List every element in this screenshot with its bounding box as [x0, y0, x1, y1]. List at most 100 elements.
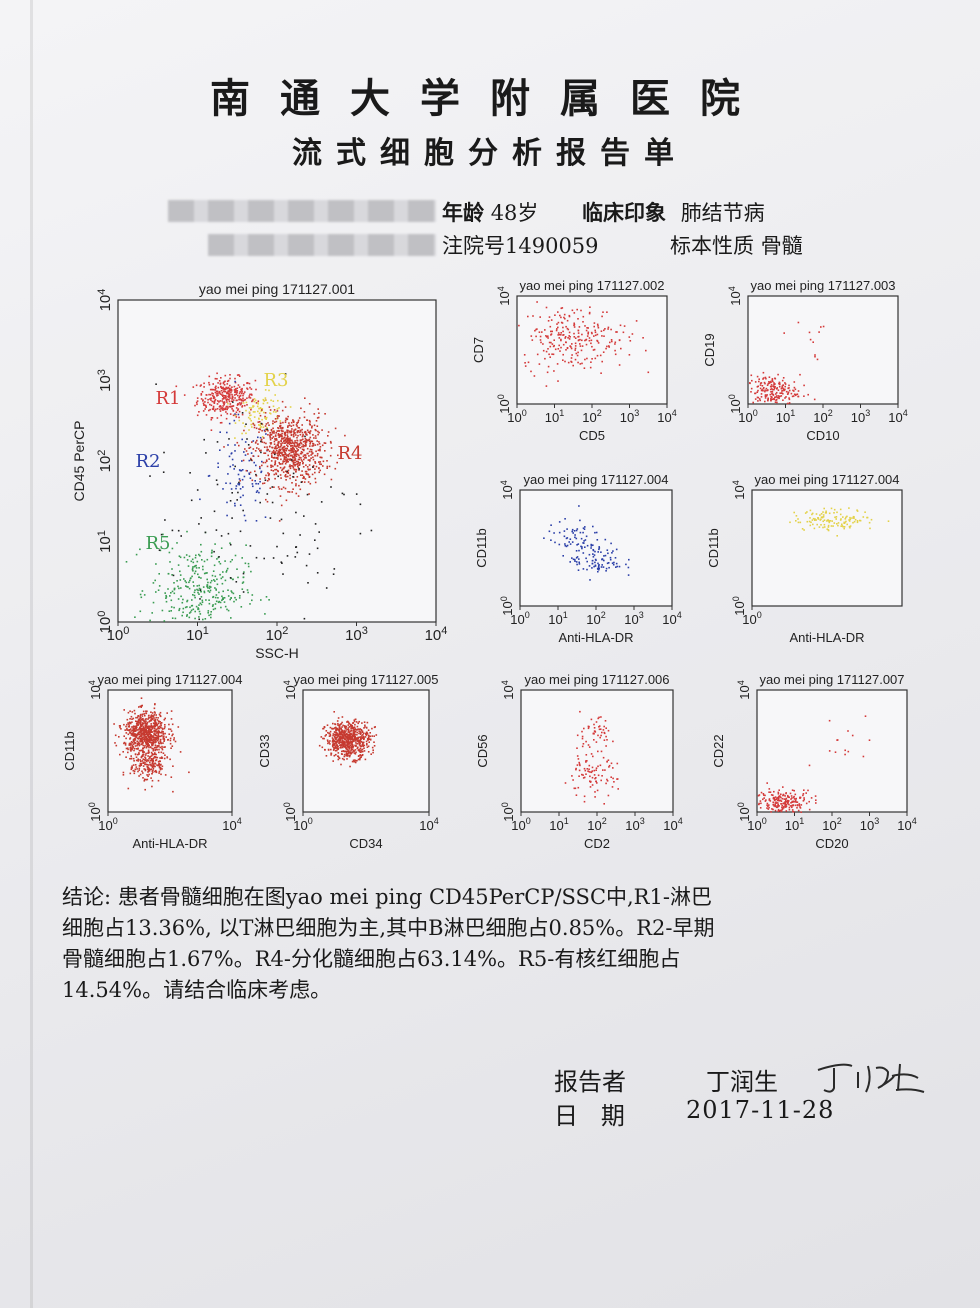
scatter-point — [188, 587, 191, 590]
scatter-point — [585, 740, 587, 743]
x-tick-label: 104 — [662, 610, 681, 627]
scatter-point — [238, 478, 241, 480]
scatter-point — [165, 600, 168, 603]
scatter-point — [354, 739, 357, 741]
scatter-point — [136, 743, 139, 746]
scatter-point — [582, 568, 585, 570]
scatter-point — [331, 727, 333, 730]
scatter-point — [282, 440, 285, 443]
scatter-point — [289, 474, 291, 477]
scatter-point — [204, 408, 206, 410]
scatter-point — [199, 385, 202, 387]
scatter-point — [337, 717, 340, 719]
scatter-point — [259, 467, 261, 470]
scatter-point — [275, 420, 278, 423]
scatter-point — [312, 444, 315, 447]
scatter-point — [212, 408, 215, 411]
scatter-point — [778, 810, 781, 812]
scatter-point — [186, 599, 189, 602]
scatter-point — [139, 760, 142, 763]
scatter-point — [318, 531, 320, 533]
scatter-point — [803, 789, 805, 791]
scatter-point — [588, 725, 590, 728]
scatter-point — [768, 806, 770, 809]
scatter-point — [573, 322, 575, 325]
scatter-point — [341, 734, 344, 737]
scatter-point — [828, 750, 831, 752]
scatter-point — [781, 386, 783, 388]
scatter-point — [150, 729, 152, 732]
scatter-point — [135, 759, 138, 762]
scatter-point — [216, 403, 219, 405]
scatter-point — [547, 348, 549, 350]
scatter-point — [152, 771, 154, 773]
scatter-point — [275, 449, 278, 452]
scatter-point — [568, 541, 570, 543]
scatter-point — [154, 719, 156, 721]
scatter-point — [300, 452, 303, 455]
scatter-point — [362, 734, 364, 736]
scatter-point — [227, 379, 230, 382]
scatter-point — [357, 758, 360, 761]
scatter-point — [356, 733, 358, 736]
scatter-point — [361, 750, 363, 753]
scatter-point — [326, 465, 329, 468]
scatter-point — [139, 719, 142, 722]
scatter-point — [228, 398, 230, 401]
scatter-point — [246, 397, 248, 399]
scatter-point — [135, 720, 137, 722]
scatter-point — [147, 760, 150, 762]
scatter-point — [226, 401, 228, 403]
scatter-point — [322, 737, 324, 740]
scatter-point — [839, 508, 842, 511]
scatter-point — [326, 724, 329, 726]
scatter-point — [350, 723, 352, 726]
scatter-point — [301, 445, 303, 448]
scatter-point — [770, 794, 773, 796]
scatter-point — [172, 574, 175, 577]
scatter-point — [238, 444, 240, 447]
scatter-point — [791, 809, 794, 811]
scatter-point — [200, 590, 202, 593]
scatter-point — [235, 416, 238, 418]
scatter-point — [856, 509, 858, 511]
scatter-point — [350, 732, 352, 735]
scatter-point — [580, 545, 582, 548]
scatter-point — [323, 726, 326, 728]
scatter-point — [293, 420, 295, 423]
scatter-point — [811, 519, 814, 521]
scatter-point — [226, 412, 229, 415]
scatter-point — [592, 349, 595, 351]
scatter-point — [309, 459, 311, 461]
scatter-point — [140, 739, 142, 741]
scatter-point — [364, 732, 367, 735]
plot-frame — [747, 295, 899, 405]
scatter-point — [152, 765, 154, 767]
scatter-point — [215, 594, 218, 596]
scatter-point — [524, 365, 527, 367]
scatter-point — [230, 590, 233, 592]
scatter-point — [346, 745, 349, 747]
scatter-point — [573, 324, 575, 327]
scatter-point — [140, 596, 143, 599]
scatter-point — [161, 747, 163, 750]
plot-title: yao mei ping 171127.004 — [97, 672, 242, 687]
scatter-point — [155, 591, 157, 593]
scatter-point — [575, 794, 578, 796]
scatter-point — [309, 482, 312, 485]
y-tick-label: 100 — [96, 611, 114, 634]
scatter-point — [160, 741, 162, 744]
scatter-point — [279, 463, 281, 465]
scatter-point — [299, 431, 301, 433]
scatter-point — [562, 343, 565, 346]
scatter-point — [329, 740, 331, 742]
scatter-point — [162, 752, 165, 754]
scatter-point — [343, 755, 346, 758]
scatter-point — [627, 566, 630, 569]
scatter-point — [138, 743, 140, 745]
scatter-point — [763, 797, 765, 799]
scatter-point — [152, 725, 154, 728]
scatter-point — [282, 461, 284, 463]
scatter-point — [270, 443, 272, 445]
scatter-point — [296, 430, 299, 433]
